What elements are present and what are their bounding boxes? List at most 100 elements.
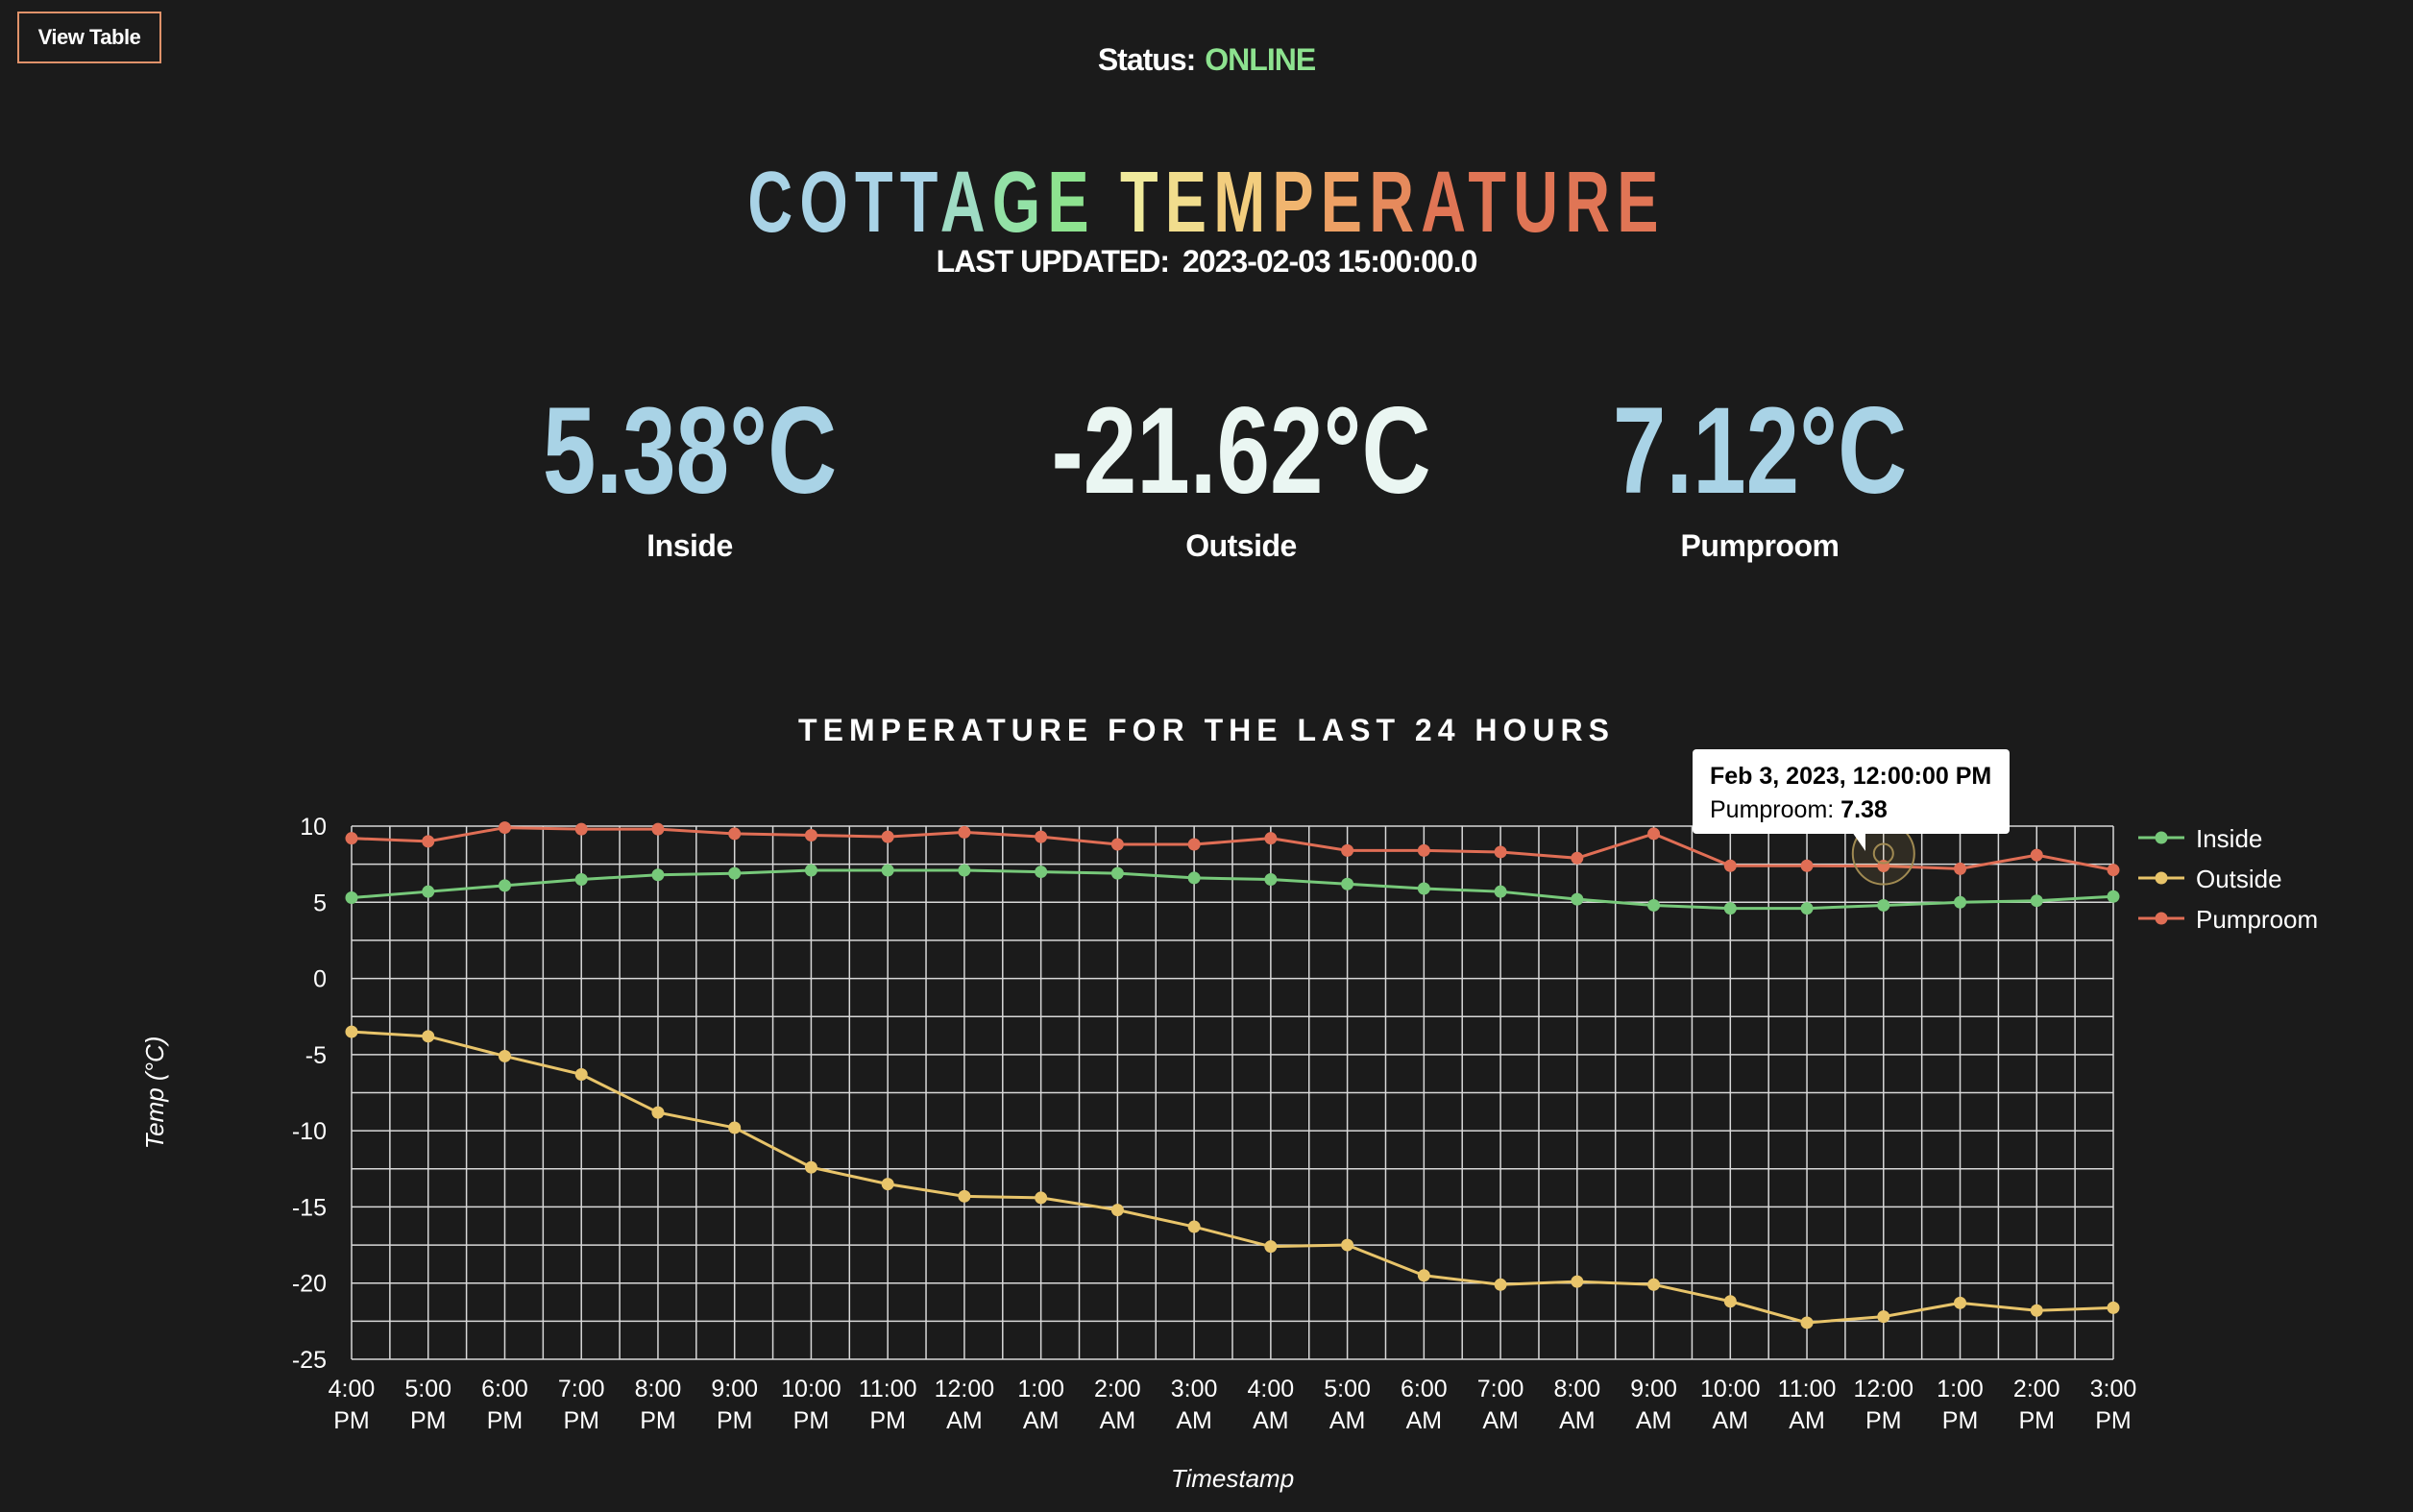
data-point-pumproom [1571, 851, 1584, 865]
data-point-outside [1954, 1296, 1967, 1309]
data-point-pumproom [1800, 859, 1814, 872]
title-letter: G [991, 155, 1048, 251]
reading-pumproom: 7.12°C Pumproom [1510, 384, 2010, 564]
data-point-outside [728, 1121, 742, 1134]
data-point-pumproom [498, 821, 511, 835]
x-tick-label: PM [1942, 1407, 1979, 1434]
x-tick-label: 9:00 [711, 1376, 758, 1402]
x-tick-label: AM [1176, 1407, 1212, 1434]
x-tick-label: 1:00 [1017, 1376, 1064, 1402]
data-point-inside [958, 864, 971, 877]
x-tick-label: 11:00 [859, 1376, 917, 1402]
data-point-inside [2107, 890, 2120, 903]
data-point-inside [1800, 902, 1814, 915]
data-point-outside [881, 1178, 894, 1191]
data-point-inside [1341, 877, 1354, 890]
data-point-pumproom [2107, 864, 2120, 877]
last-updated: LAST UPDATED: 2023-02-03 15:00:00.0 [0, 244, 2413, 280]
reading-outside-label: Outside [1185, 528, 1297, 563]
x-tick-label: AM [1789, 1407, 1825, 1434]
x-tick-label: 5:00 [404, 1376, 451, 1402]
data-point-pumproom [1417, 843, 1430, 857]
data-point-pumproom [1954, 862, 1967, 875]
data-point-inside [498, 879, 511, 892]
data-point-inside [1723, 902, 1737, 915]
x-tick-label: PM [640, 1407, 676, 1434]
x-tick-label: PM [717, 1407, 753, 1434]
data-point-pumproom [1264, 832, 1278, 845]
tooltip-body: Pumproom: 7.38 [1710, 796, 1992, 824]
x-tick-label: AM [1100, 1407, 1136, 1434]
data-point-inside [1264, 873, 1278, 886]
reading-inside-value: 5.38°C [542, 382, 838, 520]
data-point-pumproom [1035, 830, 1048, 843]
y-tick-label: 5 [313, 890, 327, 916]
data-point-pumproom [574, 822, 588, 836]
x-tick-label: PM [410, 1407, 447, 1434]
last-updated-label: LAST UPDATED: [936, 244, 1170, 279]
data-point-pumproom [651, 822, 665, 836]
data-point-outside [1035, 1191, 1048, 1205]
y-tick-label: 10 [300, 814, 327, 841]
status-label: Status: [1097, 42, 1196, 77]
data-point-outside [422, 1030, 435, 1043]
x-tick-label: AM [1329, 1407, 1366, 1434]
data-point-inside [422, 885, 435, 898]
title-letter: A [939, 155, 992, 251]
title-letter: R [1565, 155, 1618, 251]
page-title: COTTAGE TEMPERATURE [338, 154, 2076, 253]
title-letter: T [854, 155, 900, 251]
reading-outside: -21.62°C Outside [991, 384, 1491, 564]
data-point-pumproom [422, 835, 435, 848]
title-letter: R [1369, 155, 1422, 251]
x-tick-label: AM [1636, 1407, 1672, 1434]
data-point-outside [2030, 1304, 2043, 1317]
data-point-inside [1110, 866, 1124, 880]
x-tick-label: 4:00 [329, 1376, 376, 1402]
x-tick-label: PM [563, 1407, 599, 1434]
x-tick-label: 6:00 [1401, 1376, 1448, 1402]
data-point-pumproom [958, 825, 971, 839]
x-tick-label: 1:00 [1937, 1376, 1984, 1402]
data-point-pumproom [345, 832, 358, 845]
data-point-outside [1571, 1275, 1584, 1288]
data-point-inside [1035, 866, 1048, 879]
x-tick-label: AM [1023, 1407, 1060, 1434]
legend-marker-inside [2155, 831, 2168, 844]
y-tick-label: -20 [292, 1271, 327, 1298]
tooltip-title: Feb 3, 2023, 12:00:00 PM [1710, 763, 1992, 790]
title-letter: E [1617, 155, 1666, 251]
data-point-inside [574, 873, 588, 886]
title-letter: C [747, 155, 800, 251]
title-letter: A [1421, 155, 1469, 251]
x-tick-label: 7:00 [1477, 1376, 1524, 1402]
data-point-inside [881, 864, 894, 877]
view-table-button[interactable]: View Table [17, 12, 161, 63]
data-point-inside [1494, 885, 1507, 898]
data-point-pumproom [728, 827, 742, 841]
title-letter: T [1468, 155, 1514, 251]
y-tick-label: -15 [292, 1194, 327, 1221]
y-axis-title: Temp (°C) [140, 1036, 169, 1150]
x-tick-label: PM [487, 1407, 524, 1434]
data-point-inside [1877, 898, 1890, 912]
title-letter: M [1213, 155, 1273, 251]
x-tick-label: PM [869, 1407, 906, 1434]
x-tick-label: 6:00 [481, 1376, 528, 1402]
data-point-inside [728, 866, 742, 880]
data-point-pumproom [881, 830, 894, 843]
tooltip-arrow [1852, 832, 1865, 851]
data-point-inside [804, 864, 817, 877]
data-point-inside [1647, 898, 1661, 912]
legend-label-outside: Outside [2196, 865, 2282, 893]
data-point-pumproom [1341, 843, 1354, 857]
x-tick-label: PM [333, 1407, 370, 1434]
tooltip-value: 7.38 [1840, 796, 1888, 823]
title-letter: E [1320, 155, 1370, 251]
x-tick-label: 9:00 [1630, 1376, 1677, 1402]
last-updated-value: 2023-02-03 15:00:00.0 [1182, 244, 1477, 279]
data-point-outside [1341, 1238, 1354, 1252]
x-tick-label: PM [1865, 1407, 1902, 1434]
series-line-outside [351, 1030, 2114, 1325]
